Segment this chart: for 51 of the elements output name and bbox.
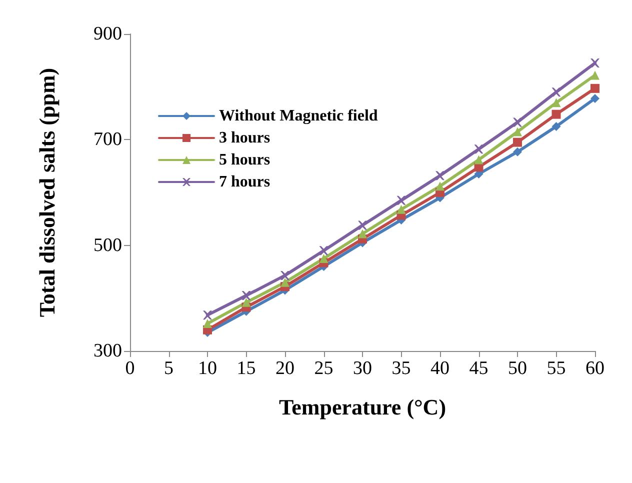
point: [280, 278, 290, 287]
y-tick-label: 500: [94, 234, 122, 256]
point: [242, 291, 251, 300]
legend-label: Without Magnetic field: [219, 108, 378, 124]
point: [436, 182, 444, 191]
point: [513, 147, 522, 156]
x-tick-label: 5: [164, 358, 174, 379]
point: [552, 122, 561, 131]
x-tick-label: 60: [586, 358, 604, 379]
point: [358, 229, 367, 238]
x-tick-label: 10: [198, 358, 217, 379]
x-tick-label: 35: [392, 358, 411, 379]
y-axis-title: Total dissolved salts (ppm): [34, 68, 60, 318]
point: [474, 144, 484, 154]
point: [242, 298, 251, 307]
point: [513, 118, 522, 127]
x-tick-label: 20: [276, 358, 294, 379]
point: [590, 70, 600, 80]
point: [552, 110, 561, 119]
point: [590, 84, 600, 93]
point: [436, 171, 444, 180]
point: [590, 58, 600, 68]
point: [513, 138, 522, 147]
x-tick-label: 55: [546, 358, 566, 379]
x-axis-title: Temperature (°C): [278, 394, 446, 420]
x-tick-label: 25: [314, 358, 334, 379]
point: [203, 319, 212, 328]
x-tick-label: 45: [469, 358, 488, 379]
point: [319, 254, 328, 264]
x-tick-label: 30: [353, 358, 372, 379]
legend-label: 3 hours: [219, 130, 270, 146]
legend-label: 5 hours: [219, 152, 270, 168]
point: [552, 88, 561, 97]
x-tick-label: 40: [430, 358, 450, 379]
point: [358, 220, 367, 230]
point: [590, 94, 600, 103]
x-tick-label: 15: [236, 358, 256, 379]
y-tick-label: 700: [94, 129, 122, 150]
point: [474, 155, 484, 164]
legend-label: 7 hours: [219, 174, 270, 190]
y-tick-label: 300: [94, 340, 122, 362]
point: [319, 246, 328, 256]
point: [396, 204, 406, 214]
point: [203, 310, 212, 320]
y-tick-label: 900: [94, 24, 122, 44]
point: [513, 127, 522, 136]
point: [396, 196, 406, 205]
x-tick-label: 0: [125, 358, 135, 379]
x-tick-label: 50: [508, 358, 527, 379]
point: [280, 270, 290, 280]
point: [552, 98, 561, 108]
